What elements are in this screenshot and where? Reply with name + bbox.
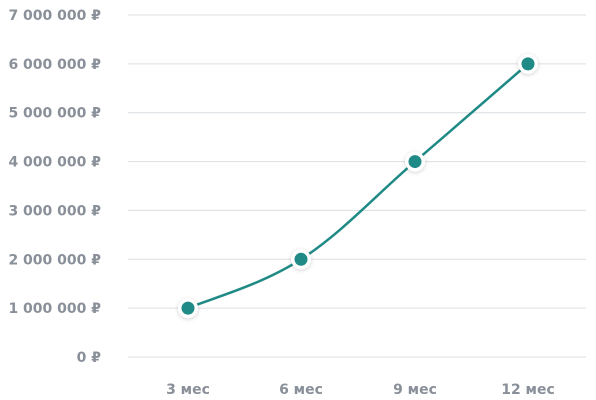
y-axis-ticks: 0 ₽ 1 000 000 ₽ 2 000 000 ₽ 3 000 000 ₽ 4 00…	[8, 8, 101, 366]
data-point-dot	[294, 252, 308, 266]
y-tick-label: 3 000 000 ₽	[8, 203, 101, 219]
marker-layer	[178, 53, 538, 319]
data-point[interactable]	[518, 53, 538, 74]
data-point-dot	[181, 301, 195, 315]
data-point[interactable]	[405, 151, 425, 172]
x-tick-label: 3 мес	[166, 382, 210, 398]
data-point[interactable]	[178, 298, 198, 319]
y-tick-label: 2 000 000 ₽	[8, 252, 101, 268]
y-tick-label: 7 000 000 ₽	[8, 8, 101, 24]
y-tick-label: 1 000 000 ₽	[8, 301, 101, 317]
data-point-dot	[408, 155, 422, 169]
x-tick-label: 6 мес	[279, 382, 323, 398]
x-tick-label: 12 мес	[501, 382, 555, 398]
y-tick-label: 4 000 000 ₽	[8, 155, 101, 171]
data-point-dot	[521, 57, 535, 71]
y-tick-label: 5 000 000 ₽	[8, 106, 101, 122]
y-tick-label: 0 ₽	[77, 350, 102, 366]
x-axis-ticks: 3 мес 6 мес 9 мес 12 мес	[166, 382, 555, 398]
series-line	[186, 62, 530, 310]
grid-layer	[128, 14, 586, 358]
data-point[interactable]	[291, 249, 311, 270]
y-tick-label: 6 000 000 ₽	[8, 57, 101, 73]
series-layer	[186, 62, 530, 310]
x-tick-label: 9 мес	[393, 382, 437, 398]
